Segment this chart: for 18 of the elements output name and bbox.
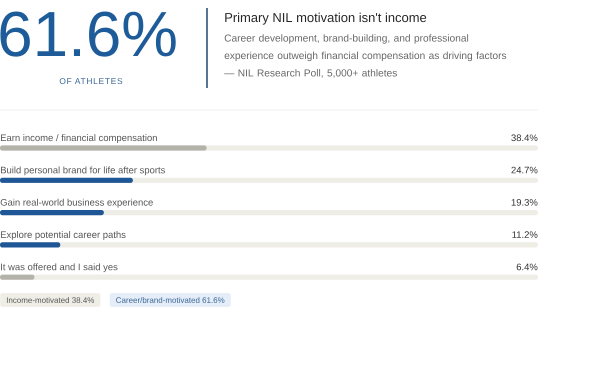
chart-subtitle: Career development, brand-building, and professional experience outweigh financial compensation as driving factors — NIL Research Poll, 5,000+ athletes — [224, 34, 506, 78]
bar — [0, 178, 133, 183]
text: 61.6% — [0, 11, 176, 57]
bar — [0, 242, 60, 248]
y-tick-label: It was offered and I said yes — [1, 263, 118, 272]
data-label: 38.4% — [511, 134, 538, 142]
bar — [0, 210, 104, 216]
data-label: 24.7% — [511, 166, 538, 174]
bar — [0, 274, 34, 280]
chart-title: Primary NIL motivation isn't income — [225, 12, 426, 25]
y-tick-label: Earn income / financial compensation — [0, 134, 157, 143]
y-tick-label: Build personal brand for life after sports — [0, 166, 166, 176]
data-label: 6.4% — [516, 264, 538, 270]
y-tick-label: Gain real-world business experience — [0, 198, 153, 208]
data-label: 11.2% — [512, 231, 538, 238]
text: OF ATHLETES — [60, 78, 122, 84]
data-label: 19.3% — [512, 198, 538, 206]
y-tick-label: Explore potential career paths — [0, 231, 126, 240]
